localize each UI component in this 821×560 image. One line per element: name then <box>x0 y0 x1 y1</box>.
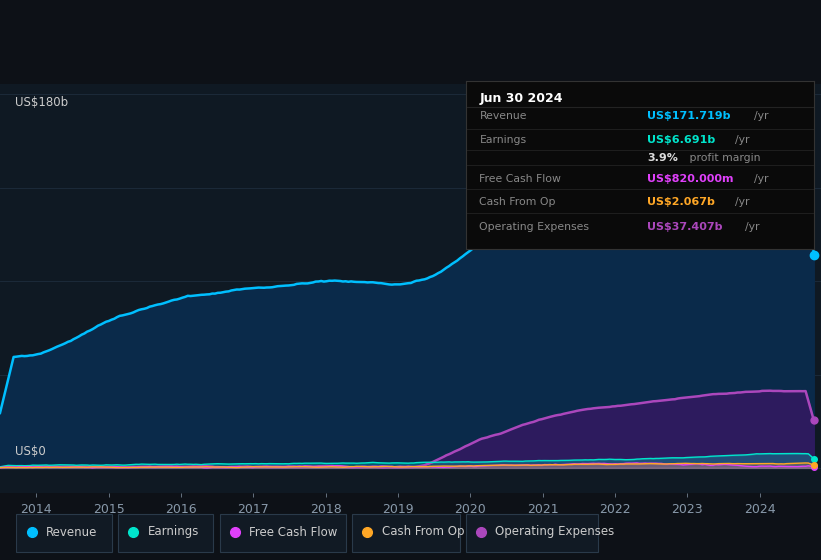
Text: Cash From Op: Cash From Op <box>479 198 556 207</box>
Text: US$37.407b: US$37.407b <box>647 222 722 232</box>
Text: US$6.691b: US$6.691b <box>647 136 715 145</box>
FancyBboxPatch shape <box>118 514 213 552</box>
FancyBboxPatch shape <box>220 514 346 552</box>
Text: /yr: /yr <box>754 111 769 121</box>
Text: Earnings: Earnings <box>148 525 199 539</box>
Text: Free Cash Flow: Free Cash Flow <box>250 525 337 539</box>
Text: Operating Expenses: Operating Expenses <box>479 222 589 232</box>
Text: US$820.000m: US$820.000m <box>647 174 733 184</box>
FancyBboxPatch shape <box>352 514 460 552</box>
Text: US$2.067b: US$2.067b <box>647 198 715 207</box>
FancyBboxPatch shape <box>16 514 112 552</box>
Text: /yr: /yr <box>754 174 769 184</box>
Text: Earnings: Earnings <box>479 136 526 145</box>
Text: 3.9%: 3.9% <box>647 153 678 163</box>
Text: US$0: US$0 <box>15 445 45 458</box>
Text: Operating Expenses: Operating Expenses <box>496 525 615 539</box>
Text: /yr: /yr <box>745 222 759 232</box>
Text: /yr: /yr <box>735 198 750 207</box>
Text: Revenue: Revenue <box>46 525 98 539</box>
Text: /yr: /yr <box>735 136 750 145</box>
Text: US$180b: US$180b <box>15 96 68 109</box>
Text: US$171.719b: US$171.719b <box>647 111 731 121</box>
Text: Cash From Op: Cash From Op <box>382 525 464 539</box>
Text: Free Cash Flow: Free Cash Flow <box>479 174 562 184</box>
Text: Revenue: Revenue <box>479 111 527 121</box>
Text: Jun 30 2024: Jun 30 2024 <box>479 92 563 105</box>
Text: profit margin: profit margin <box>686 153 760 163</box>
FancyBboxPatch shape <box>466 514 599 552</box>
